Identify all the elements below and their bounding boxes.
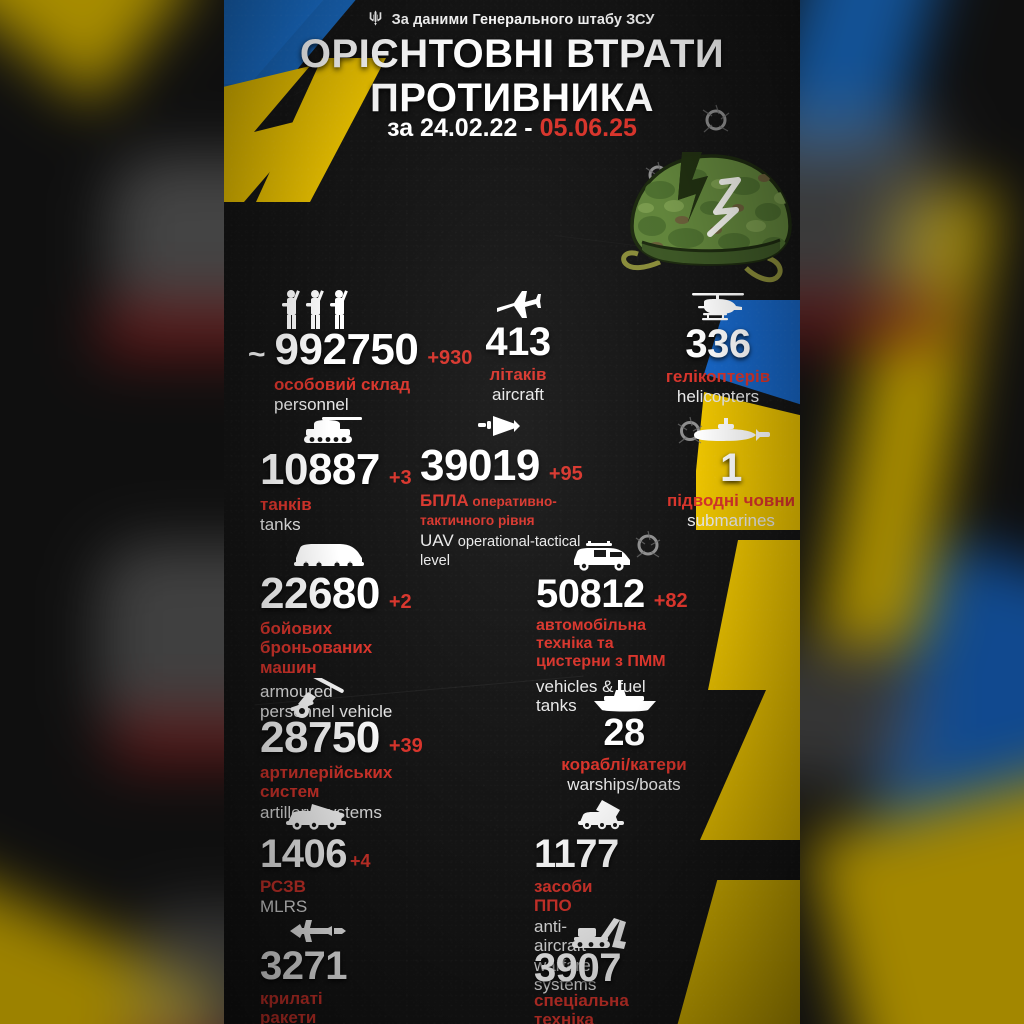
stat-label-ua: БПЛА оперативно-тактичного рівня <box>420 491 583 530</box>
stat-label-en-main: UAV <box>420 530 454 550</box>
flag-decoration-bottom-right <box>677 880 800 1024</box>
stat-value: 1406 <box>260 832 347 876</box>
stat-label-en: MLRS <box>260 897 308 917</box>
stat-label-ua: підводні човни <box>666 491 796 510</box>
stat-label-ua: бойових броньованих машин <box>260 619 373 677</box>
stat-label-ua: засоби ППО <box>534 877 593 916</box>
stat-label-ua: артилерійських систем <box>260 763 393 802</box>
stat-label-ua: автомобільна техніка та цистерни з ПММ <box>536 617 666 671</box>
stat-label-en: tanks <box>260 515 301 535</box>
stat-value: 22680 <box>260 569 380 618</box>
stat-label-en: aircraft <box>492 385 544 405</box>
flag-decoration-mid-right <box>700 540 800 840</box>
stat-label-en: warships/boats <box>567 775 681 795</box>
stat-value: 3907 <box>534 946 621 990</box>
date-range-end: 05.06.25 <box>539 114 637 142</box>
stat-value: 1 <box>720 446 742 490</box>
camouflage-helmet-icon <box>616 150 800 290</box>
stat-delta: +2 <box>388 591 412 613</box>
stat-label-ua: особовий склад <box>274 375 411 394</box>
stat-label-ua: РСЗВ <box>260 877 306 896</box>
stat-label-en: helicopters <box>676 387 760 407</box>
stat-label-ua: крилаті ракети <box>260 989 323 1024</box>
stat-value: 336 <box>685 322 751 366</box>
date-range-start: за 24.02.22 - <box>387 114 540 142</box>
stat-label-en: UAV operational-tactical level <box>420 531 583 570</box>
stat-value: 28 <box>603 712 645 754</box>
approx-sign: ~ <box>248 338 266 371</box>
stat-label-ua: гелікоптерів <box>665 367 771 386</box>
source-line: За даними Генерального штабу ЗСУ <box>224 10 800 30</box>
stat-label-ua: спеціальна техніка <box>534 991 629 1024</box>
stat-delta: +82 <box>653 590 688 612</box>
stat-value: 1177 <box>534 832 619 876</box>
stat-delta: +4 <box>349 851 371 871</box>
title-line-2: ПРОТИВНИКА <box>369 76 655 120</box>
stat-delta: +3 <box>388 467 412 489</box>
title-line-1: ОРІЄНТОВНІ ВТРАТИ <box>299 32 725 76</box>
stat-label-ua: танків <box>260 495 312 514</box>
stat-value: 10887 <box>260 445 380 494</box>
stat-delta: +39 <box>388 735 423 757</box>
stat-delta: +95 <box>548 463 583 485</box>
ukraine-trident-icon <box>369 10 382 30</box>
source-text: За даними Генерального штабу ЗСУ <box>391 12 655 28</box>
stat-value: 28750 <box>260 713 380 762</box>
infographic-poster: За даними Генерального штабу ЗСУ ОРІЄНТО… <box>224 0 800 1024</box>
stat-label-ua-main: БПЛА <box>420 491 469 510</box>
stat-label-ua: кораблі/катери <box>561 755 687 774</box>
stat-value: 992750 <box>274 325 419 374</box>
stat-value: 3271 <box>260 944 347 988</box>
stat-value: 413 <box>485 320 551 364</box>
stat-value: 39019 <box>420 441 540 490</box>
page-title: ОРІЄНТОВНІ ВТРАТИ ПРОТИВНИКА <box>224 34 800 118</box>
stat-label-ua: літаків <box>489 365 547 384</box>
stat-label-en: submarines <box>687 511 775 531</box>
date-range: за 24.02.22 - 05.06.25 <box>224 114 800 143</box>
stat-value: 50812 <box>536 572 645 616</box>
